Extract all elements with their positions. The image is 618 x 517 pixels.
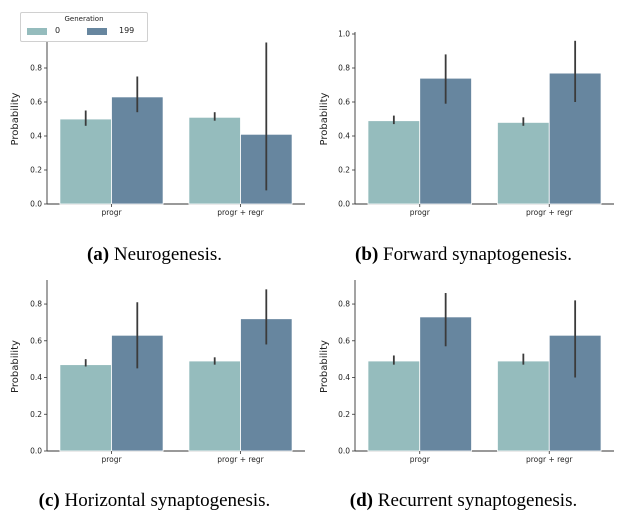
y-tick-label: 0.2 xyxy=(338,410,350,419)
bar-0-0 xyxy=(367,360,421,452)
y-tick-label: 0.4 xyxy=(30,373,42,382)
y-tick-label: 0.8 xyxy=(338,64,350,73)
chart-panel-d: 0.0 0.2 0.4 0.6 0.8 Probability progr progr + r… xyxy=(309,277,618,467)
y-tick-label: 1.0 xyxy=(338,30,350,39)
bar-0-1 xyxy=(188,360,241,452)
chart-panel-a: 0.0 0.2 0.4 0.6 0.8 Probability progr progr + r… xyxy=(0,0,309,217)
legend-swatch-199 xyxy=(87,28,107,35)
x-tick-label: progr + regr xyxy=(526,455,573,464)
y-tick-label: 0.4 xyxy=(30,132,42,141)
y-tick-label: 0.6 xyxy=(338,336,350,345)
caption-b: (b) Forward synaptogenesis. xyxy=(309,244,618,266)
y-tick-label: 0.8 xyxy=(30,64,42,73)
chart-panel-c: 0.0 0.2 0.4 0.6 0.8 Probability progr progr + r… xyxy=(0,277,309,467)
x-tick-label: progr + regr xyxy=(217,455,264,464)
x-tick-label: progr xyxy=(410,455,431,464)
caption-d: (d) Recurrent synaptogenesis. xyxy=(309,490,618,512)
bar-0-1 xyxy=(497,360,550,452)
x-tick-label: progr + regr xyxy=(526,208,573,217)
y-axis-label: Probability xyxy=(319,92,330,145)
bar-0-0 xyxy=(59,364,112,452)
caption-a-text: Neurogenesis. xyxy=(109,244,223,265)
x-tick-label: progr xyxy=(101,208,122,217)
y-tick-label: 0.0 xyxy=(30,447,42,456)
bar-chart-b: 0.0 0.2 0.4 0.6 0.8 1.0 Probability progr progr … xyxy=(319,30,614,217)
legend-swatch-0 xyxy=(27,28,47,35)
bar-chart-c: 0.0 0.2 0.4 0.6 0.8 Probability progr progr + r… xyxy=(10,280,305,464)
bar-0-1 xyxy=(497,122,550,205)
y-tick-label: 0.4 xyxy=(338,373,350,382)
bar-chart-a: 0.0 0.2 0.4 0.6 0.8 Probability progr progr + r… xyxy=(10,32,305,217)
legend-title: Generation xyxy=(64,15,104,23)
legend: Generation 0 199 xyxy=(20,12,148,42)
y-tick-label: 0.4 xyxy=(338,132,350,141)
bar-0-0 xyxy=(367,120,421,205)
y-tick-label: 0.6 xyxy=(30,98,42,107)
caption-a-tag: (a) xyxy=(86,244,110,265)
caption-b-text: Forward synaptogenesis. xyxy=(378,244,572,265)
y-tick-label: 0.8 xyxy=(338,300,350,309)
bar-199-0 xyxy=(111,96,164,205)
caption-c: (c) Horizontal synaptogenesis. xyxy=(0,490,309,512)
y-tick-label: 0.6 xyxy=(338,98,350,107)
y-tick-label: 0.2 xyxy=(338,166,350,175)
legend-label-0: 0 xyxy=(55,26,61,35)
caption-a: (a) Neurogenesis. xyxy=(0,244,309,266)
y-tick-label: 0.8 xyxy=(30,300,42,309)
caption-d-tag: (d) xyxy=(349,490,374,511)
caption-c-text: Horizontal synaptogenesis. xyxy=(59,490,271,511)
bar-0-0 xyxy=(59,118,112,205)
caption-d-text: Recurrent synaptogenesis. xyxy=(373,490,578,511)
y-tick-label: 0.0 xyxy=(338,200,350,209)
legend-label-199: 199 xyxy=(119,26,135,35)
x-tick-label: progr xyxy=(101,455,122,464)
y-tick-label: 0.0 xyxy=(30,200,42,209)
y-tick-label: 0.6 xyxy=(30,336,42,345)
bar-chart-d: 0.0 0.2 0.4 0.6 0.8 Probability progr progr + r… xyxy=(319,280,614,464)
y-tick-label: 0.2 xyxy=(30,410,42,419)
y-axis-label: Probability xyxy=(319,340,330,393)
x-tick-label: progr xyxy=(410,208,431,217)
y-axis-label: Probability xyxy=(10,340,21,393)
caption-c-tag: (c) xyxy=(38,490,60,511)
bar-0-1 xyxy=(188,116,241,205)
y-axis-label: Probability xyxy=(10,92,21,145)
chart-panel-b: 0.0 0.2 0.4 0.6 0.8 1.0 Probability progr progr … xyxy=(309,0,618,217)
y-tick-label: 0.2 xyxy=(30,166,42,175)
x-tick-label: progr + regr xyxy=(217,208,264,217)
caption-b-tag: (b) xyxy=(355,244,379,265)
y-tick-label: 0.0 xyxy=(338,447,350,456)
